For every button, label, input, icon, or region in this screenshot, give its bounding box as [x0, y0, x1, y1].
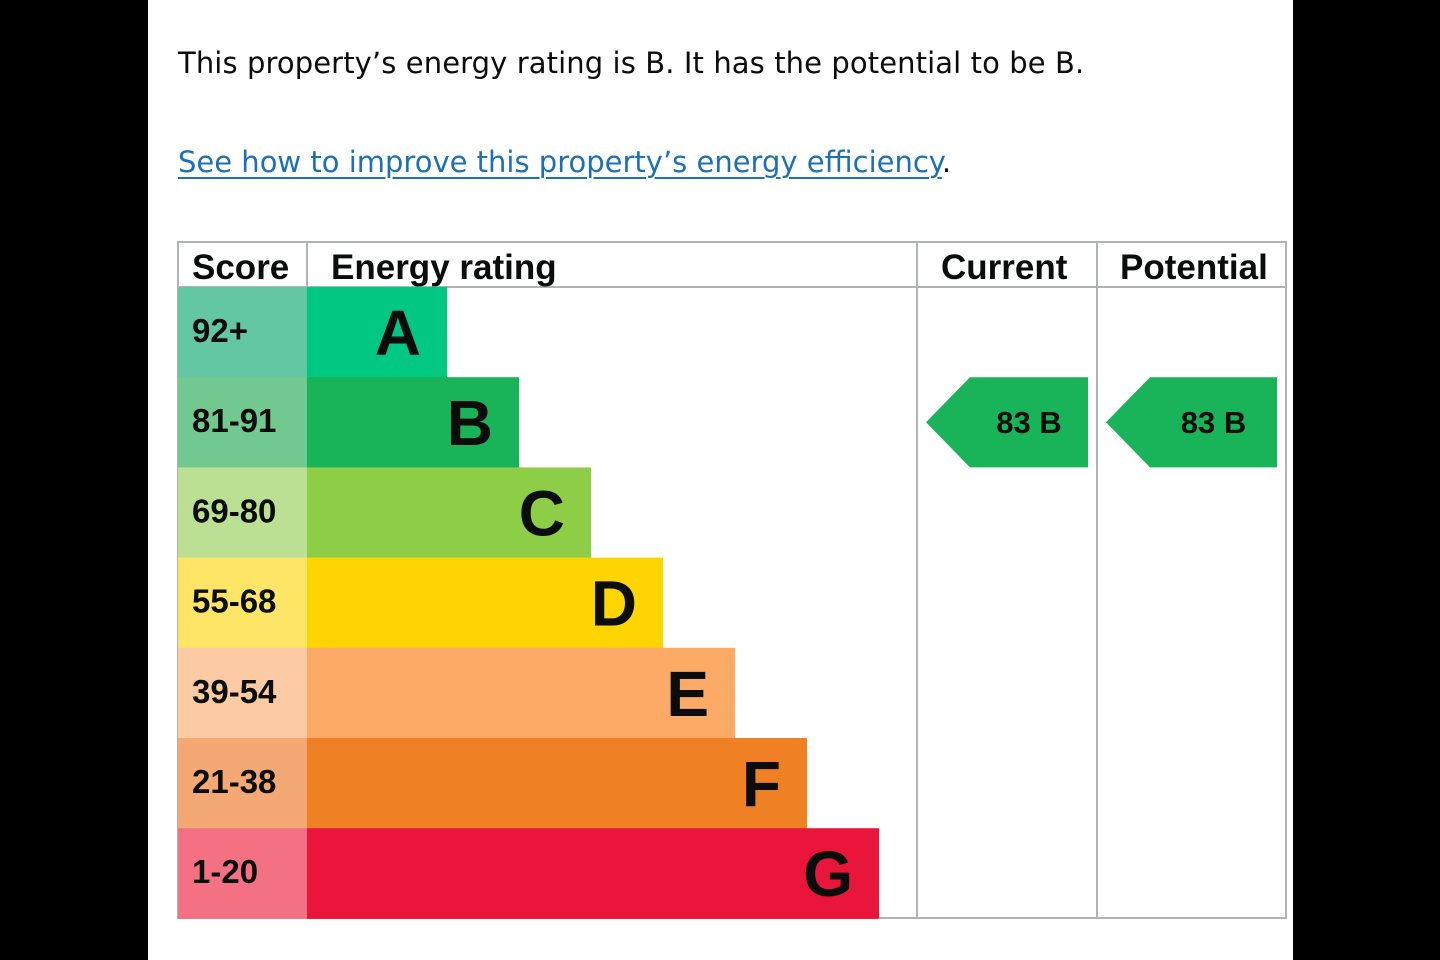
chart-headers: Score Energy rating Current Potential: [192, 248, 1268, 287]
score-cell-g: [178, 828, 307, 919]
score-label-b: 81-91: [192, 402, 276, 439]
score-label-g: 1-20: [192, 853, 258, 890]
band-bar-e: [307, 647, 735, 739]
improve-energy-efficiency-link[interactable]: See how to improve this property’s energ…: [178, 145, 942, 179]
score-cell-d: [178, 557, 307, 649]
band-letter-c: C: [519, 477, 565, 549]
improve-suffix: .: [941, 145, 952, 179]
band-bar-f: [307, 738, 807, 829]
energy-rating-header: Energy rating: [331, 248, 557, 287]
chart-bands: 92+ A 81-91 B 69-80 C 55-68 D 39-54 E 21-38 F 1-20 G: [178, 287, 879, 919]
potential-rating-arrow: [1106, 377, 1277, 468]
current-rating-label: 83 B: [996, 405, 1061, 440]
band-bar-g: [307, 828, 879, 919]
band-letter-a: A: [375, 297, 421, 369]
score-label-f: 21-38: [192, 763, 276, 800]
score-cell-b: [178, 377, 307, 468]
band-bar-c: [307, 467, 591, 559]
chart-grid: [177, 241, 1287, 919]
band-letter-f: F: [742, 748, 781, 820]
band-letter-g: G: [803, 838, 853, 910]
potential-header: Potential: [1120, 248, 1268, 287]
potential-rating-label: 83 B: [1181, 405, 1246, 440]
score-cell-c: [178, 467, 307, 559]
current-header: Current: [941, 248, 1068, 287]
score-label-a: 92+: [192, 312, 248, 349]
band-letter-d: D: [591, 568, 637, 640]
band-letter-b: B: [447, 387, 493, 459]
chart-rating-tags: 83 B 83 B: [926, 377, 1277, 468]
score-cell-f: [178, 738, 307, 829]
band-bar-a: [307, 287, 447, 378]
band-letter-e: E: [666, 658, 709, 730]
band-bar-b: [307, 377, 519, 468]
score-label-c: 69-80: [192, 492, 276, 529]
score-cell-a: [178, 287, 307, 378]
improve-paragraph: See how to improve this property’s energ…: [178, 145, 951, 179]
score-label-e: 39-54: [192, 673, 277, 710]
score-header: Score: [192, 248, 289, 287]
score-cell-e: [178, 647, 307, 739]
band-bar-d: [307, 557, 663, 649]
score-label-d: 55-68: [192, 583, 276, 620]
energy-rating-summary: This property’s energy rating is B. It h…: [178, 46, 1085, 80]
current-rating-arrow: [926, 377, 1088, 468]
